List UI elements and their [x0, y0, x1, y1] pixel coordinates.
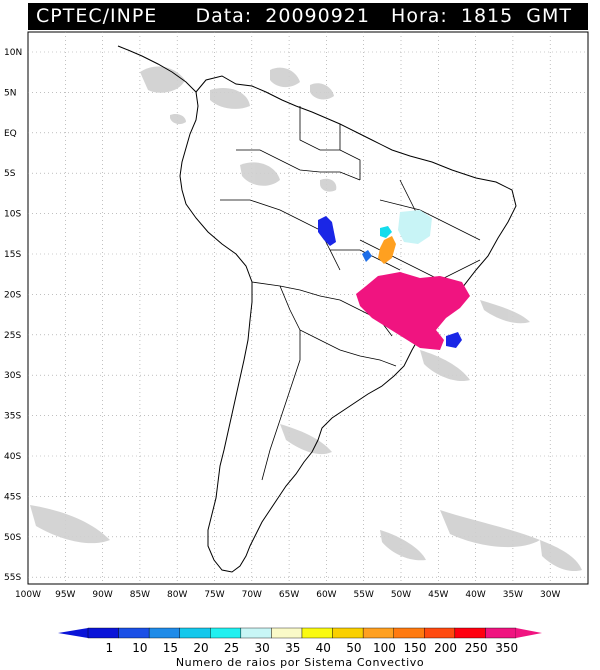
legend-tick-label: 100	[373, 641, 396, 655]
legend-tick-label: 200	[434, 641, 457, 655]
legend-swatch	[454, 627, 486, 639]
time-value: 1815	[460, 5, 514, 27]
latitude-labels: 10N 5N EQ 5S 10S 15S 20S 25S 30S 35S 40S 45S 50S 55S	[4, 48, 22, 583]
lat-label: 25S	[4, 331, 21, 341]
legend-swatch	[240, 627, 272, 639]
title-bar: CPTEC/INPE Data: 20090921 Hora: 1815 GMT	[28, 3, 588, 30]
legend-arrow-right	[516, 628, 542, 638]
lat-label: 35S	[4, 412, 21, 422]
lat-label: 30S	[4, 371, 21, 381]
lat-label: 10S	[4, 210, 21, 220]
legend-swatch	[362, 627, 394, 639]
lon-label: 75W	[204, 590, 224, 600]
lon-label: 45W	[428, 590, 448, 600]
legend-arrow-left	[58, 628, 88, 638]
system-goias-orange	[378, 236, 396, 264]
time-label: Hora:	[391, 5, 448, 27]
lon-label: 100W	[15, 590, 41, 600]
lon-label: 30W	[540, 590, 560, 600]
legend-title: Numero de raios por Sistema Convectivo	[176, 656, 424, 669]
legend-swatch	[148, 627, 180, 639]
lat-label: 40S	[4, 452, 21, 462]
longitude-labels: 100W 95W 90W 85W 80W 75W 70W 65W 60W 55W 50W 45W 40W…	[15, 590, 561, 600]
system-mato-grosso-small	[362, 250, 372, 262]
legend-tick-label: 10	[132, 641, 147, 655]
lon-label: 65W	[279, 590, 299, 600]
system-atlantic-blue	[446, 332, 462, 348]
lon-label: 40W	[465, 590, 485, 600]
lon-label: 85W	[130, 590, 150, 600]
legend-swatch	[301, 627, 333, 639]
timezone-label: GMT	[526, 5, 572, 27]
legend-swatch	[393, 627, 425, 639]
date-value: 20090921	[265, 5, 370, 27]
lon-label: 70W	[242, 590, 262, 600]
legend-tick-label: 30	[255, 641, 270, 655]
legend-swatch	[424, 627, 456, 639]
agency-title: CPTEC/INPE	[36, 5, 158, 27]
legend-tick-label: 40	[316, 641, 331, 655]
legend-tick-label: 20	[193, 641, 208, 655]
legend-tick-label: 250	[465, 641, 488, 655]
legend-swatch	[87, 627, 119, 639]
legend-tick-label: 50	[346, 641, 361, 655]
lat-label: 10N	[4, 48, 22, 58]
lat-label: 15S	[4, 250, 21, 260]
legend-swatch	[210, 627, 242, 639]
legend-swatch	[179, 627, 211, 639]
central-america-outline	[117, 45, 197, 93]
legend-tick-label: 350	[495, 641, 518, 655]
lon-label: 95W	[55, 590, 75, 600]
legend-tick-label: 1	[105, 641, 113, 655]
legend-swatch	[332, 627, 364, 639]
lon-label: 55W	[354, 590, 374, 600]
lat-label: 45S	[4, 492, 21, 502]
lat-label: 20S	[4, 290, 21, 300]
legend-tick-label: 25	[224, 641, 239, 655]
datetime-title: Data: 20090921 Hora: 1815 GMT	[189, 5, 572, 27]
system-goias-cyan	[380, 226, 392, 238]
cloud-cover	[30, 66, 582, 572]
legend-tick-label: 35	[285, 641, 300, 655]
system-southeast-magenta	[356, 272, 470, 350]
legend-tick-label: 150	[404, 641, 427, 655]
lat-label: 50S	[4, 533, 21, 543]
lat-label: EQ	[4, 129, 17, 139]
lat-label: 5N	[4, 88, 16, 98]
legend-swatch	[485, 627, 517, 639]
system-bahia-lightcyan	[398, 210, 432, 244]
south-america-outline	[179, 75, 517, 573]
system-mato-grosso-west	[318, 216, 336, 246]
legend-swatch	[271, 627, 303, 639]
lat-label: 55S	[4, 573, 21, 583]
color-legend: 1 10 15 20 25 30 35 40 50 100 150 200 250 350	[58, 627, 542, 655]
lon-label: 60W	[316, 590, 336, 600]
lon-label: 50W	[391, 590, 411, 600]
legend-swatch	[118, 627, 150, 639]
lon-label: 80W	[167, 590, 187, 600]
lon-label: 90W	[92, 590, 112, 600]
convective-systems	[318, 210, 470, 350]
lat-label: 5S	[4, 169, 16, 179]
date-label: Data:	[195, 5, 253, 27]
lon-label: 35W	[503, 590, 523, 600]
legend-tick-label: 15	[163, 641, 178, 655]
